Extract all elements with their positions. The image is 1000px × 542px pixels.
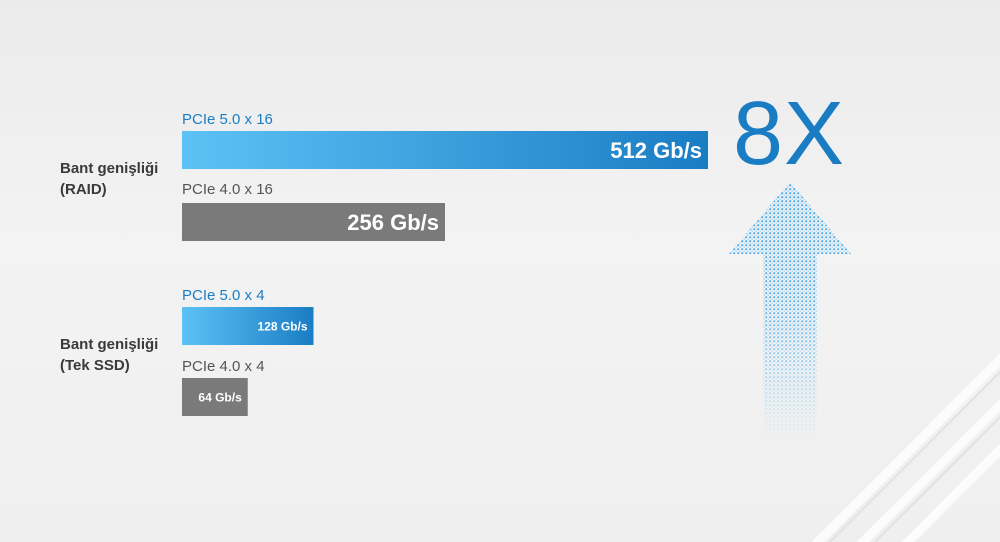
bar-value-label-1-1: 64 Gb/s — [198, 390, 242, 404]
series-label-1-0: PCIe 5.0 x 4 — [182, 287, 265, 304]
group-label-raid-line2: (RAID) — [60, 181, 107, 198]
bar-value-label-0-1: 256 Gb/s — [347, 210, 439, 235]
series-label-0-1: PCIe 4.0 x 16 — [182, 181, 273, 198]
group-label-ssd-line2: (Tek SSD) — [60, 357, 130, 374]
bar-1-0 — [182, 307, 314, 345]
multiplier-8x: 8X — [733, 84, 846, 184]
bar-0-1 — [182, 203, 445, 241]
bar-value-label-0-0: 512 Gb/s — [610, 138, 702, 163]
bar-0-0 — [182, 131, 708, 169]
bar-1-1 — [182, 378, 248, 416]
dotted-up-arrow-icon — [729, 182, 851, 438]
group-label-single-ssd: Bant genişliği (Tek SSD) — [60, 334, 158, 376]
group-label-raid-line1: Bant genişliği — [60, 160, 159, 177]
group-label-raid: Bant genişliği (RAID) — [60, 158, 158, 200]
series-label-0-0: PCIe 5.0 x 16 — [182, 111, 273, 128]
group-label-ssd-line1: Bant genişliği — [60, 336, 159, 353]
bar-value-label-1-0: 128 Gb/s — [257, 319, 307, 333]
series-label-1-1: PCIe 4.0 x 4 — [182, 358, 265, 375]
